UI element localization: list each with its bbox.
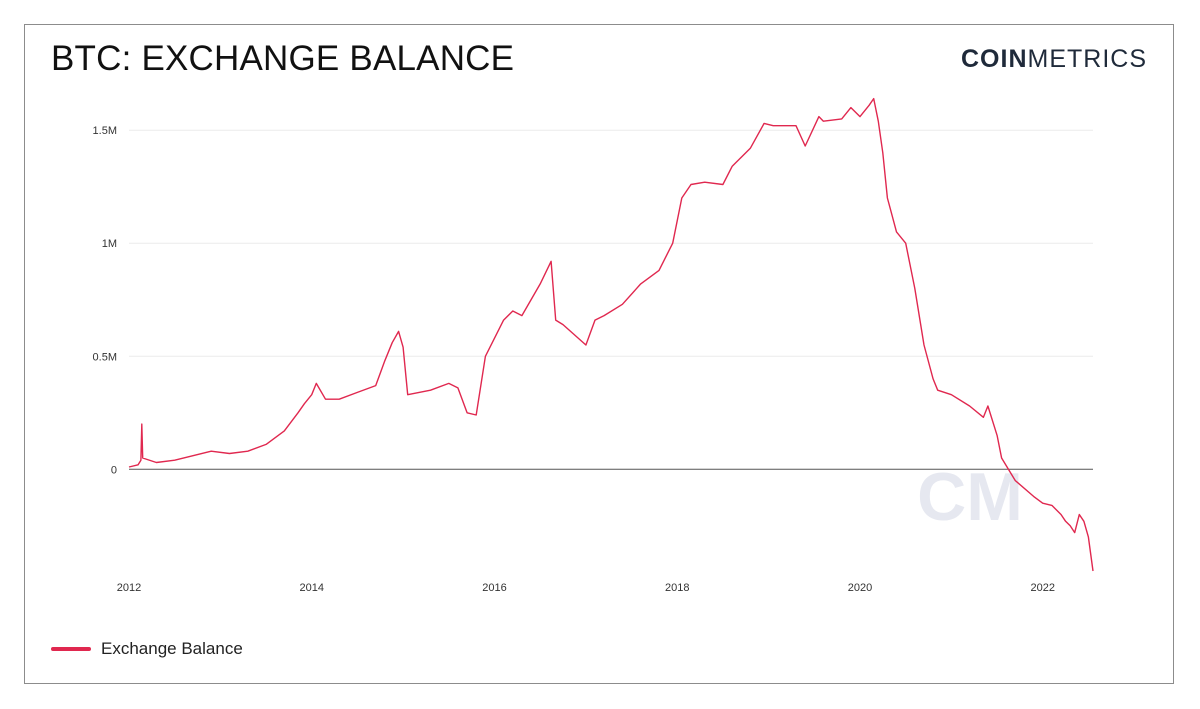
legend: Exchange Balance [51, 639, 243, 659]
logo-text-bold: COIN [961, 45, 1028, 73]
x-tick-label: 2018 [665, 582, 689, 594]
y-tick-label: 1M [102, 238, 117, 250]
coinmetrics-logo: COINMETRICS [961, 45, 1147, 74]
x-tick-label: 2022 [1031, 582, 1055, 594]
y-tick-label: 1.5M [93, 125, 117, 137]
legend-label: Exchange Balance [101, 639, 243, 658]
x-tick-label: 2014 [300, 582, 324, 594]
x-tick-label: 2016 [482, 582, 506, 594]
chart-title: BTC: EXCHANGE BALANCE [51, 39, 515, 78]
x-axis-ticks: 2012 2014 2016 2018 2020 2022 [117, 582, 1055, 594]
series-line-exchange-balance [128, 97, 1094, 572]
y-axis-ticks: 0 0.5M 1M 1.5M [93, 125, 117, 476]
chart-frame: BTC: EXCHANGE BALANCE COINMETRICS CM 0 0.… [24, 24, 1174, 684]
x-tick-label: 2012 [117, 582, 141, 594]
grid-lines [129, 129, 1093, 470]
series-layer [128, 97, 1094, 572]
legend-swatch [51, 647, 91, 651]
line-chart: CM 0 0.5M 1M 1.5M 2012 2014 2016 2018 2020 2022 [93, 97, 1094, 594]
y-tick-label: 0 [111, 464, 117, 476]
watermark-logo: CM [917, 459, 1023, 535]
logo-text-light: METRICS [1027, 45, 1147, 73]
y-tick-label: 0.5M [93, 351, 117, 363]
x-tick-label: 2020 [848, 582, 872, 594]
